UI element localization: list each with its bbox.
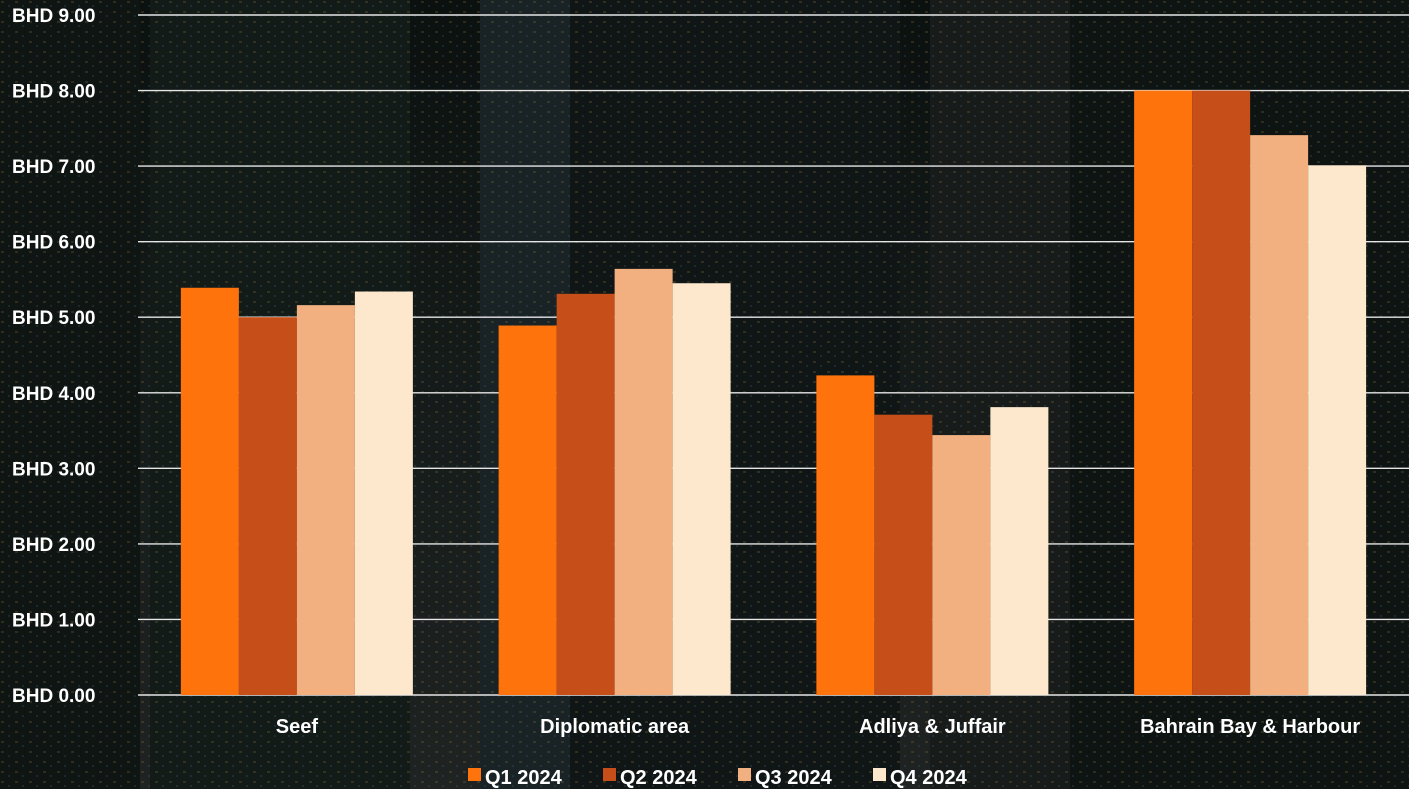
x-tick-label: Adliya & Juffair xyxy=(859,716,1006,738)
bar xyxy=(1308,165,1367,695)
bar xyxy=(556,293,615,695)
y-tick-label: BHD 5.00 xyxy=(12,308,95,329)
bar xyxy=(238,317,297,695)
legend-swatch xyxy=(873,768,886,781)
y-tick-label: BHD 4.00 xyxy=(12,384,95,405)
bar xyxy=(816,375,875,695)
bar xyxy=(1250,135,1309,696)
legend-label: Q4 2024 xyxy=(890,767,968,789)
y-tick-label: BHD 8.00 xyxy=(12,82,95,103)
bar xyxy=(354,291,413,695)
bar xyxy=(296,305,355,695)
bars xyxy=(180,90,1367,696)
bar xyxy=(932,435,991,695)
y-tick-label: BHD 2.00 xyxy=(12,535,95,556)
bar xyxy=(672,283,731,695)
bar xyxy=(874,414,933,695)
x-tick-label: Seef xyxy=(276,716,319,738)
legend-label: Q2 2024 xyxy=(620,767,698,789)
legend-label: Q3 2024 xyxy=(755,767,833,789)
bar xyxy=(1192,90,1251,696)
bar xyxy=(498,325,557,695)
legend-swatch xyxy=(738,768,751,781)
y-tick-label: BHD 0.00 xyxy=(12,686,95,707)
y-tick-label: BHD 6.00 xyxy=(12,233,95,254)
bar xyxy=(180,287,239,695)
bar xyxy=(990,407,1049,695)
y-axis: BHD 0.00 BHD 1.00 BHD 2.00 BHD 3.00 BHD 4.00… xyxy=(12,6,95,707)
x-axis: Seef Diplomatic area Adliya & Juffair Bahra… xyxy=(276,716,1361,738)
y-tick-label: BHD 1.00 xyxy=(12,610,95,631)
y-tick-label: BHD 3.00 xyxy=(12,459,95,480)
legend: Q1 2024 Q2 2024 Q3 2024 Q4 2024 xyxy=(468,767,968,789)
legend-swatch xyxy=(468,768,481,781)
y-tick-label: BHD 7.00 xyxy=(12,157,95,178)
bar xyxy=(1134,90,1193,696)
bar xyxy=(614,268,673,695)
x-tick-label: Bahrain Bay & Harbour xyxy=(1140,716,1360,738)
legend-label: Q1 2024 xyxy=(485,767,563,789)
y-tick-label: BHD 9.00 xyxy=(12,6,95,27)
x-tick-label: Diplomatic area xyxy=(540,716,690,738)
legend-swatch xyxy=(603,768,616,781)
